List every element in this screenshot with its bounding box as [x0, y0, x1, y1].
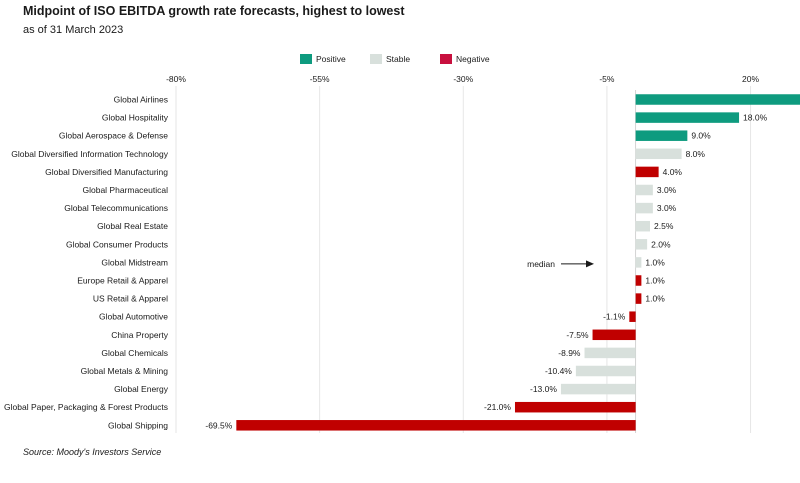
legend-label-positive: Positive — [316, 54, 346, 64]
source-note: Source: Moody's Investors Service — [23, 447, 162, 457]
category-label: Global Shipping — [108, 420, 168, 430]
category-label: Global Aerospace & Defense — [59, 131, 168, 141]
value-label: -8.9% — [558, 348, 581, 358]
category-label: Global Telecommunications — [64, 203, 168, 213]
bar — [629, 311, 636, 322]
bar — [635, 293, 642, 304]
value-label: 18.0% — [743, 113, 768, 123]
x-tick-label: -5% — [599, 74, 615, 84]
bar — [635, 166, 659, 178]
category-label: Europe Retail & Apparel — [77, 276, 168, 286]
value-label: 3.0% — [657, 203, 677, 213]
bar — [514, 401, 636, 413]
bar — [635, 112, 740, 123]
legend-label-stable: Stable — [386, 54, 410, 64]
x-tick-label: -30% — [453, 74, 473, 84]
category-label: Global Airlines — [114, 95, 168, 105]
value-label: 9.0% — [691, 131, 711, 141]
chart-subtitle: as of 31 March 2023 — [23, 24, 124, 36]
x-tick-label: 20% — [742, 74, 759, 84]
value-label: -1.1% — [603, 312, 626, 322]
bar — [635, 257, 642, 268]
bar — [584, 347, 636, 359]
value-label: 4.0% — [663, 167, 683, 177]
category-label: Global Chemicals — [101, 348, 168, 358]
chart-title: Midpoint of ISO EBITDA growth rate forec… — [23, 4, 405, 18]
median-annotation: median — [527, 259, 594, 269]
x-axis-ticks: -80% -55% -30% -5% 20% — [166, 74, 759, 84]
bar — [575, 365, 636, 377]
category-label: Global Energy — [114, 384, 169, 394]
value-label: 2.0% — [651, 239, 671, 249]
bars: Global Airlines31.6%Global Hospitality18… — [4, 94, 800, 431]
bar — [635, 202, 653, 214]
value-label: 8.0% — [686, 149, 706, 159]
category-label: Global Real Estate — [97, 221, 168, 231]
value-label: 1.0% — [645, 257, 665, 267]
category-label: China Property — [111, 330, 168, 340]
legend-swatch-stable — [370, 54, 382, 64]
value-label: -69.5% — [205, 420, 232, 430]
value-label: -10.4% — [545, 366, 572, 376]
legend-swatch-positive — [300, 54, 312, 64]
category-label: Global Pharmaceutical — [82, 185, 168, 195]
x-tick-label: -80% — [166, 74, 186, 84]
bar — [635, 94, 800, 105]
legend-swatch-negative — [440, 54, 452, 64]
bar — [635, 130, 688, 141]
bar — [635, 220, 650, 232]
median-arrow-icon — [586, 260, 594, 268]
category-label: Global Diversified Information Technolog… — [11, 149, 168, 159]
category-label: Global Automotive — [99, 312, 168, 322]
value-label: -13.0% — [530, 384, 557, 394]
category-label: Global Midstream — [101, 257, 168, 267]
value-label: -21.0% — [484, 402, 511, 412]
bar — [635, 275, 642, 286]
value-label: 3.0% — [657, 185, 677, 195]
category-label: Global Consumer Products — [66, 239, 168, 249]
bar — [635, 184, 653, 196]
category-label: Global Metals & Mining — [81, 366, 169, 376]
bar — [560, 383, 636, 395]
bar — [592, 329, 636, 341]
x-tick-label: -55% — [310, 74, 330, 84]
median-label: median — [527, 259, 555, 269]
bar — [635, 148, 682, 160]
category-label: Global Diversified Manufacturing — [45, 167, 168, 177]
value-label: 1.0% — [645, 276, 665, 286]
legend: Positive Stable Negative — [300, 54, 490, 64]
bar — [635, 239, 648, 250]
bar — [236, 420, 636, 431]
category-label: Global Hospitality — [102, 113, 169, 123]
value-label: 1.0% — [645, 294, 665, 304]
legend-label-negative: Negative — [456, 54, 490, 64]
category-label: Global Paper, Packaging & Forest Product… — [4, 402, 168, 412]
category-label: US Retail & Apparel — [93, 294, 168, 304]
value-label: 2.5% — [654, 221, 674, 231]
value-label: -7.5% — [566, 330, 589, 340]
